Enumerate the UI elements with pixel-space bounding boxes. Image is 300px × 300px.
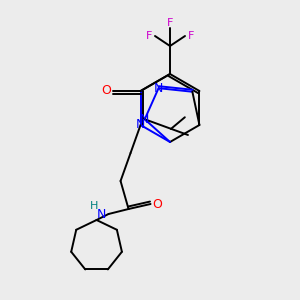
Text: F: F — [167, 18, 173, 28]
Text: F: F — [188, 31, 194, 41]
Text: N: N — [136, 118, 145, 131]
Text: F: F — [146, 31, 152, 41]
Text: N: N — [97, 208, 106, 220]
Text: H: H — [90, 201, 99, 211]
Text: O: O — [153, 197, 163, 211]
Text: O: O — [102, 85, 112, 98]
Text: N: N — [154, 82, 163, 95]
Text: N: N — [140, 113, 149, 126]
